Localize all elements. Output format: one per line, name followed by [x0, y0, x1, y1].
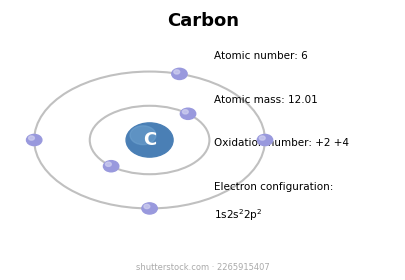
Text: Electron configuration:: Electron configuration:	[213, 182, 332, 192]
Text: shutterstock.com · 2265915407: shutterstock.com · 2265915407	[136, 263, 269, 272]
Circle shape	[182, 110, 188, 114]
Circle shape	[141, 203, 157, 214]
Circle shape	[26, 134, 42, 146]
Circle shape	[259, 136, 264, 140]
Text: Carbon: Carbon	[166, 12, 239, 31]
Text: Atomic mass: 12.01: Atomic mass: 12.01	[213, 95, 317, 104]
Text: Oxidation number: +2 +4: Oxidation number: +2 +4	[213, 138, 348, 148]
Text: Atomic number: 6: Atomic number: 6	[213, 51, 307, 61]
Text: C: C	[143, 131, 156, 149]
Circle shape	[180, 108, 195, 119]
Circle shape	[126, 123, 173, 157]
Circle shape	[28, 136, 34, 140]
Circle shape	[173, 70, 179, 74]
Circle shape	[257, 134, 272, 146]
Circle shape	[103, 161, 119, 172]
Circle shape	[105, 162, 111, 166]
Circle shape	[171, 68, 187, 80]
Circle shape	[130, 126, 156, 145]
Text: 1s2s$^2$2p$^2$: 1s2s$^2$2p$^2$	[213, 207, 261, 223]
Circle shape	[144, 204, 149, 209]
